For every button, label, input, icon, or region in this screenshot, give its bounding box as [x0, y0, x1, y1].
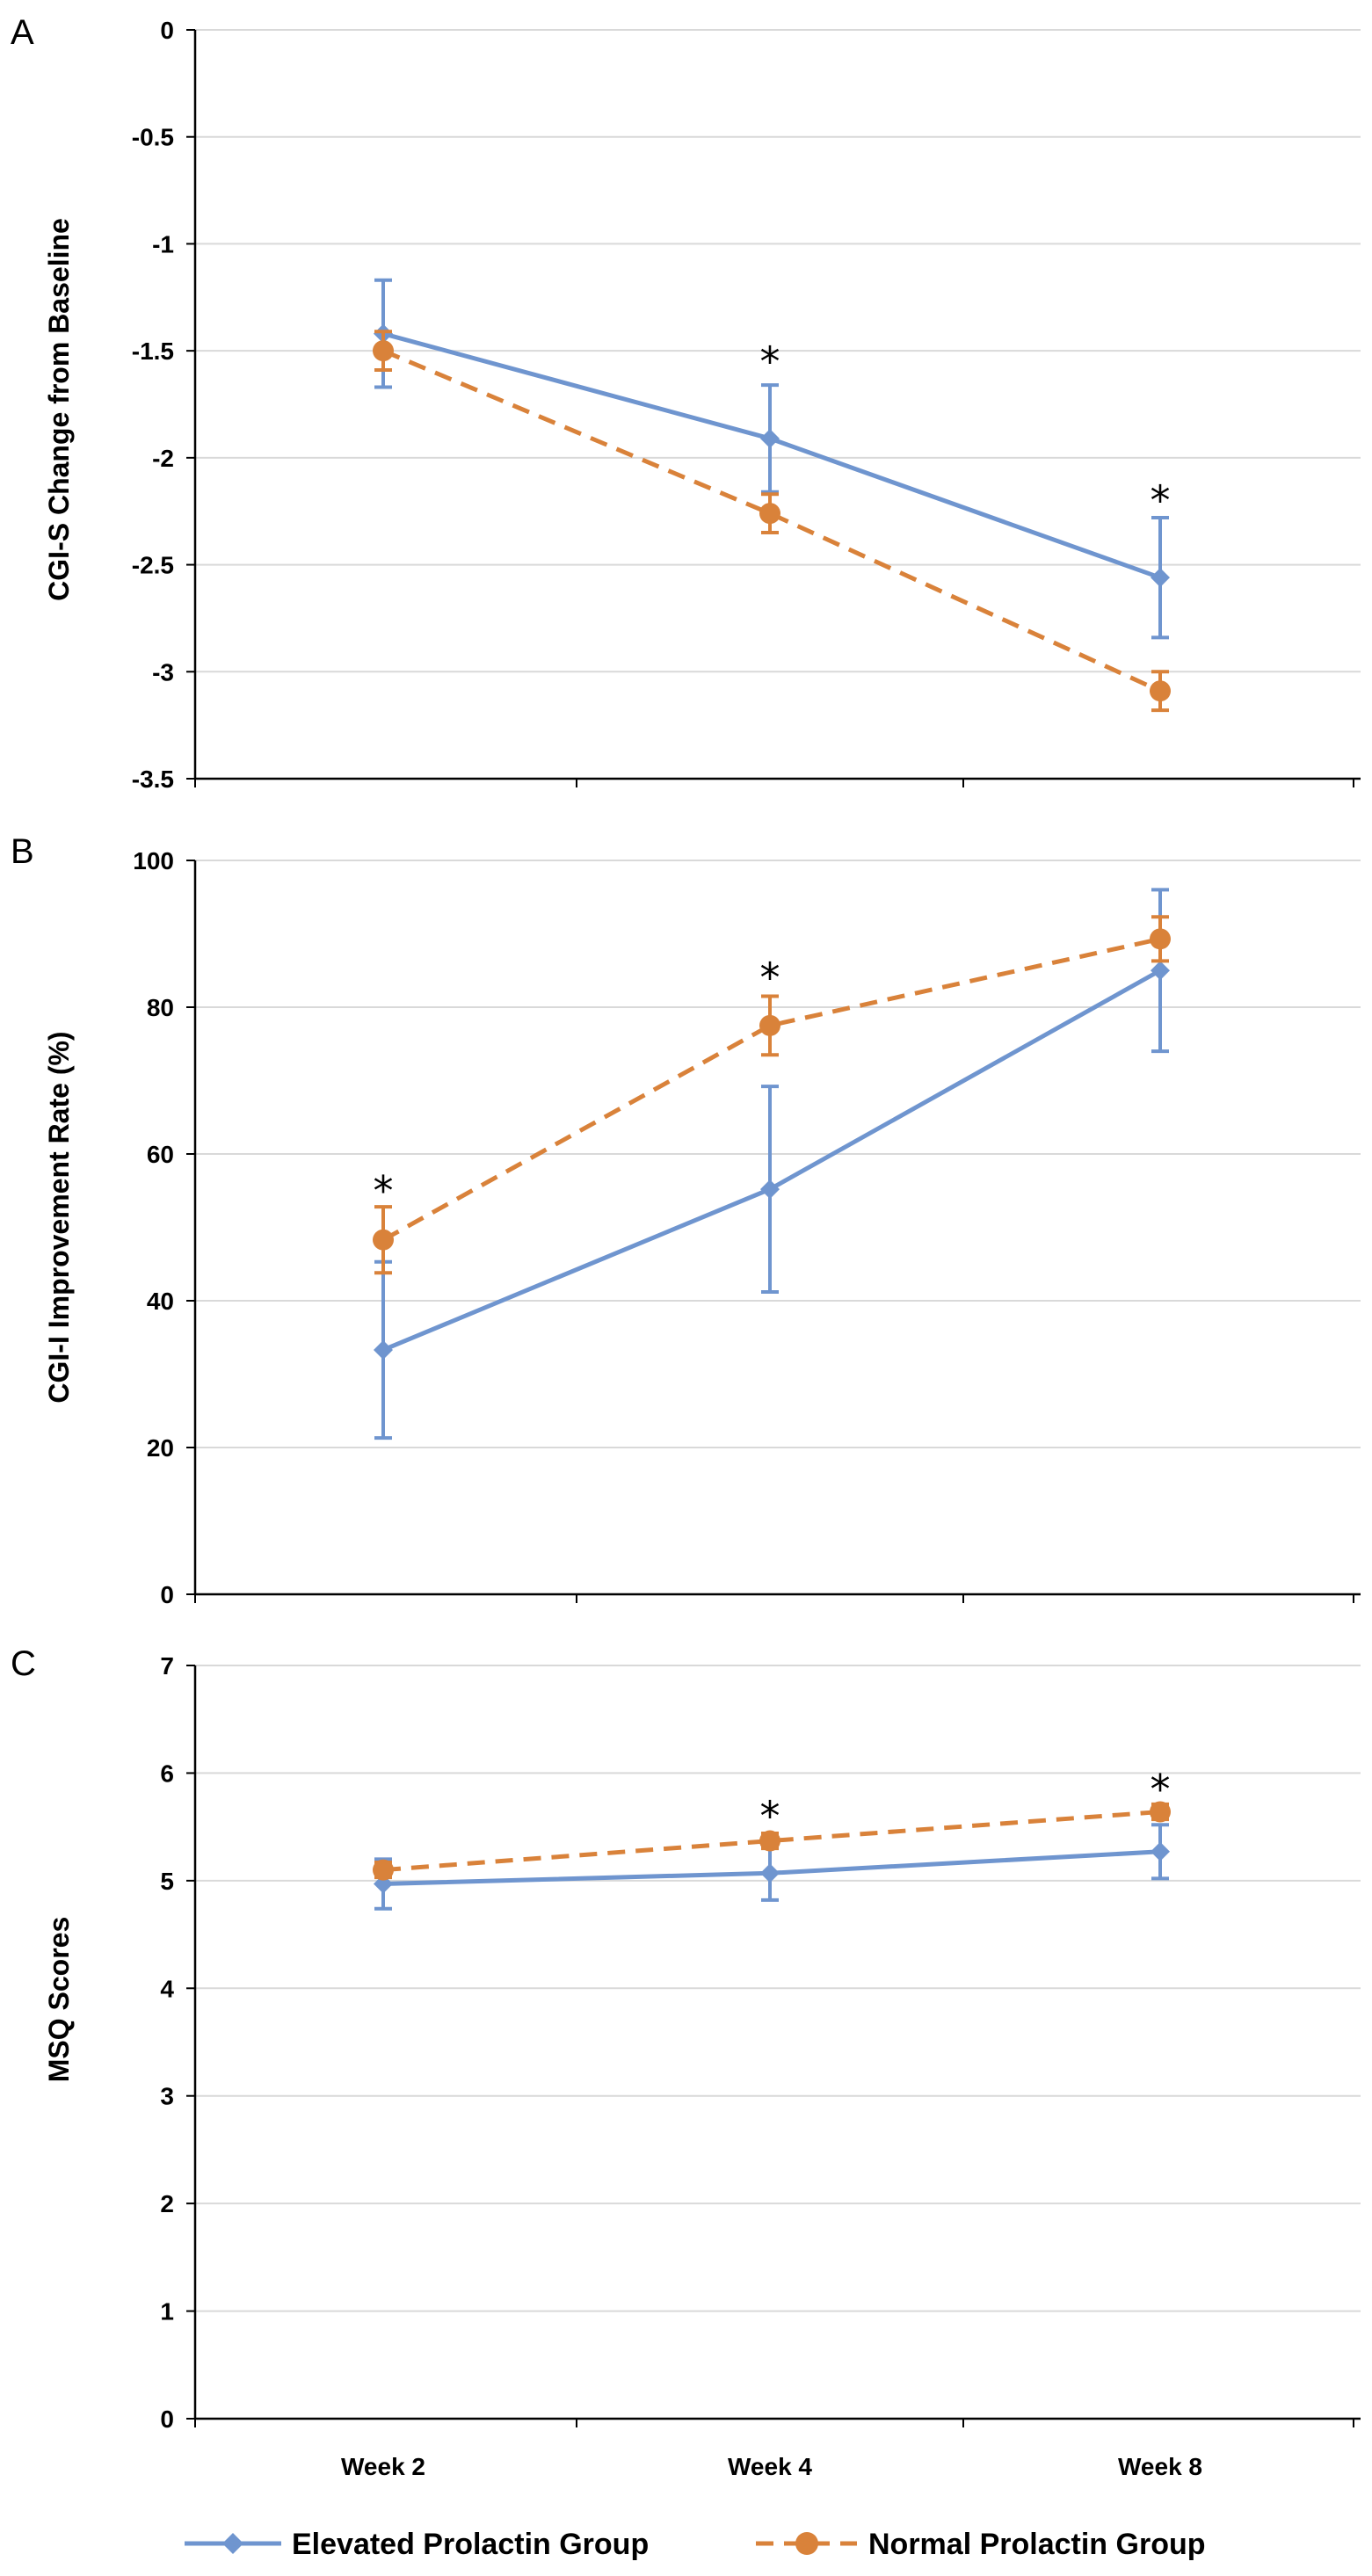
panel-c-y-tick-label: 6 [160, 1760, 174, 1787]
panel-b-y-axis-label: CGI-I Improvement Rate (%) [43, 1031, 75, 1403]
panel-c-y-tick-label: 2 [160, 2190, 174, 2217]
panel-a-y-tick-label: -2.5 [132, 552, 174, 579]
panel-a-normal-point [759, 503, 780, 525]
panel-b-normal-point [1150, 928, 1171, 950]
panel-c-normal-series-line [382, 1810, 1161, 1873]
panel-a-y-tick-label: -1 [152, 230, 174, 258]
legend-normal-circle-icon [795, 2532, 818, 2555]
panel-c-y-tick-label: 5 [160, 1868, 174, 1895]
legend-entry-normal: Normal Prolactin Group [756, 2528, 1206, 2561]
legend-normal-label: Normal Prolactin Group [868, 2528, 1206, 2561]
panel-a-y-tick-label: -3 [152, 658, 174, 686]
panel-c-y-tick-label: 3 [160, 2083, 174, 2110]
panel-c-normal-point [1150, 1801, 1171, 1823]
panel-b-chart: B 100 80 60 40 20 0 CGI-I Improvement Rate (%… [11, 832, 1361, 1608]
panel-a-y-axis-label: CGI-S Change from Baseline [43, 218, 75, 601]
legend-entry-elevated: Elevated Prolactin Group [185, 2528, 649, 2561]
panel-a-normal-series-line [382, 348, 1162, 693]
panel-a-normal-point [373, 340, 394, 362]
panel-c-y-tick-label: 1 [160, 2298, 174, 2326]
panel-c-y-tick-label: 4 [160, 1975, 174, 2002]
panel-a-significance-star: * [760, 337, 780, 385]
panel-c-x-tick-label: Week 4 [728, 2453, 812, 2480]
legend: Elevated Prolactin Group Normal Prolacti… [185, 2528, 1206, 2561]
panel-a-y-tick-label: 0 [160, 17, 174, 44]
legend-elevated-diamond-icon [222, 2533, 243, 2554]
panel-b-elevated-point [1151, 961, 1170, 981]
panel-c-chart: C 7 6 5 4 3 2 1 0 MSQ Scores * * Week 2 Week 4 Wee… [11, 1644, 1361, 2480]
panel-b-y-tick-label: 60 [147, 1141, 174, 1168]
panel-b-significance-star: * [760, 954, 780, 1002]
panel-a-y-tick-label: -0.5 [132, 124, 174, 151]
panel-b-normal-series-line [381, 936, 1161, 1242]
panel-c-x-tick-label: Week 2 [341, 2453, 425, 2480]
panel-b-label: B [11, 832, 34, 871]
panel-c-significance-star: * [760, 1792, 780, 1839]
panel-b-y-tick-label: 100 [133, 847, 174, 874]
panel-c-normal-point [759, 1830, 780, 1852]
panel-a-elevated-point [1151, 568, 1170, 588]
panel-b-y-tick-label: 80 [147, 994, 174, 1021]
panel-b-y-tick-label: 20 [147, 1434, 174, 1462]
panel-b-significance-star: * [374, 1167, 394, 1215]
panel-c-y-axis-label: MSQ Scores [43, 1917, 75, 2083]
panel-b-y-tick-label: 0 [160, 1581, 174, 1608]
panel-c-y-tick-label: 7 [160, 1652, 174, 1680]
panel-c-normal-point [373, 1859, 394, 1881]
panel-b-elevated-point [760, 1179, 780, 1200]
panel-b-elevated-point [374, 1339, 393, 1360]
panel-c-label: C [11, 1644, 36, 1683]
panel-b-normal-point [759, 1014, 780, 1036]
panel-b-y-tick-label: 40 [147, 1288, 174, 1315]
panel-c-elevated-point [760, 1863, 780, 1883]
panel-a-label: A [11, 13, 34, 52]
panel-a-y-tick-label: -1.5 [132, 337, 174, 365]
panel-c-elevated-point [1151, 1841, 1170, 1861]
panel-c-y-tick-label: 0 [160, 2405, 174, 2433]
legend-elevated-label: Elevated Prolactin Group [292, 2528, 649, 2561]
panel-c-significance-star: * [1151, 1766, 1171, 1813]
panel-a-y-tick-label: -3.5 [132, 766, 174, 793]
panel-c-x-tick-label: Week 8 [1118, 2453, 1202, 2480]
panel-a-normal-point [1150, 680, 1171, 702]
panel-a-chart: A 0 -0.5 -1 -1.5 -2 -2.5 -3 -3.5 CGI-S Change f… [11, 13, 1361, 793]
panel-a-y-tick-label: -2 [152, 445, 174, 472]
panel-a-elevated-point [760, 428, 780, 448]
panel-b-normal-point [373, 1229, 394, 1251]
panel-a-significance-star: * [1151, 477, 1171, 525]
